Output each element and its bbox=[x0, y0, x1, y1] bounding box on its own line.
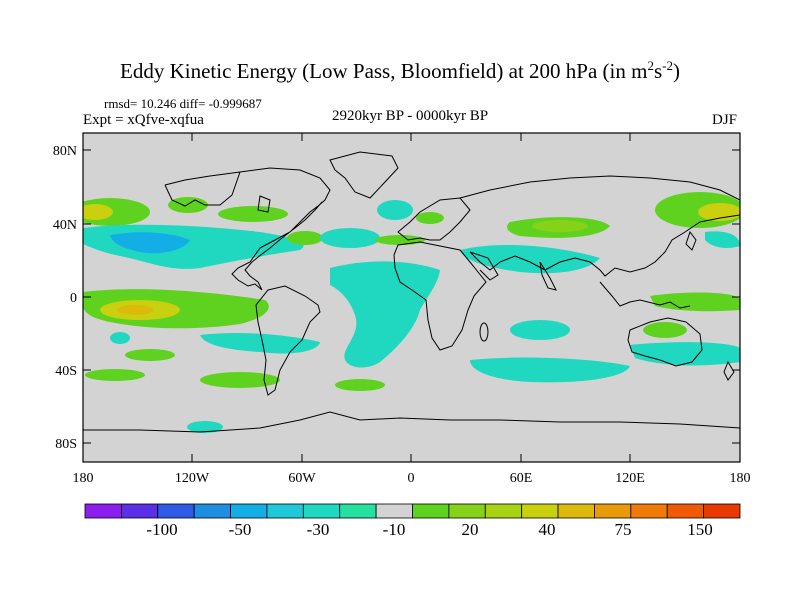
period-label: 2920kyr BP - 0000kyr BP bbox=[331, 108, 489, 124]
coast-se-asia bbox=[599, 281, 691, 309]
colorbar-label: -10 bbox=[383, 520, 406, 539]
lat-label: 40S bbox=[55, 364, 77, 379]
lat-label: 80S bbox=[55, 437, 77, 452]
coast-arabia bbox=[469, 251, 499, 281]
region-natl-north-negative bbox=[377, 200, 413, 220]
region-alaska-positive bbox=[168, 197, 208, 213]
region-antarctic-negative bbox=[187, 421, 223, 433]
coast-north-america bbox=[164, 167, 331, 291]
season-label: DJF bbox=[712, 112, 738, 128]
lon-label: 180 bbox=[730, 471, 751, 486]
coast-south-america bbox=[255, 285, 321, 396]
region-small-negative bbox=[110, 332, 130, 344]
colorbar-swatch bbox=[557, 503, 595, 519]
colorbar-swatch bbox=[84, 503, 122, 519]
coast-japan bbox=[685, 230, 697, 251]
experiment-label: Expt = xQfve-xqfua bbox=[83, 112, 204, 128]
region-indian-negative bbox=[510, 320, 570, 340]
region-so-atl-positive bbox=[335, 379, 385, 391]
colorbar-swatch bbox=[120, 503, 159, 519]
region-atlantic-negative bbox=[330, 261, 440, 368]
lon-label: 60W bbox=[288, 471, 316, 486]
region-spac-positive bbox=[125, 349, 175, 361]
region-dateline-negative bbox=[705, 231, 740, 248]
coastlines bbox=[83, 151, 740, 433]
colorbar bbox=[84, 503, 741, 519]
lon-label: 180 bbox=[73, 471, 94, 486]
colorbar-swatch bbox=[448, 503, 486, 519]
colorbar-swatch bbox=[412, 503, 450, 519]
colorbar-swatch bbox=[375, 503, 413, 519]
chart-title: Eddy Kinetic Energy (Low Pass, Bloomfiel… bbox=[120, 58, 680, 83]
colorbar-swatch bbox=[339, 503, 377, 519]
region-so-pac-positive bbox=[200, 372, 280, 388]
region-us-positive bbox=[287, 231, 323, 245]
region-spac-negative bbox=[200, 332, 320, 354]
colorbar-swatch bbox=[266, 503, 304, 519]
region-europe-positive bbox=[416, 212, 444, 224]
colorbar-label: 150 bbox=[687, 520, 713, 539]
stats-text: rmsd= 10.246 diff= -0.999687 bbox=[104, 96, 262, 111]
colorbar-swatch bbox=[703, 503, 741, 519]
coast-hudson bbox=[257, 195, 271, 213]
colorbar-swatch bbox=[157, 503, 195, 519]
colorbar-swatch bbox=[484, 503, 523, 519]
colorbar-swatch bbox=[193, 503, 231, 519]
coast-africa bbox=[393, 241, 487, 351]
colorbar-label: 20 bbox=[462, 520, 479, 539]
coast-madagascar bbox=[479, 322, 489, 342]
coast-new-zealand bbox=[723, 360, 735, 381]
coast-australia bbox=[627, 317, 703, 367]
coast-asia bbox=[459, 175, 740, 277]
lon-label: 60E bbox=[510, 471, 533, 486]
lat-label: 0 bbox=[70, 291, 77, 306]
anomaly-shading bbox=[83, 192, 740, 433]
region-aus-positive bbox=[643, 322, 687, 338]
colorbar-label: -100 bbox=[146, 520, 177, 539]
colorbar-swatch bbox=[302, 503, 341, 519]
region-npac-negative-core bbox=[110, 232, 190, 254]
lat-label: 40N bbox=[53, 218, 77, 233]
lon-label: 120W bbox=[175, 471, 210, 486]
region-npac-core bbox=[83, 204, 113, 220]
colorbar-label: -30 bbox=[307, 520, 330, 539]
region-southern-ocean-negative bbox=[470, 357, 630, 383]
region-wpac-positive bbox=[650, 292, 740, 312]
colorbar-label: 75 bbox=[615, 520, 632, 539]
coast-antarctica bbox=[83, 411, 740, 433]
region-eq-pac-peak bbox=[117, 305, 153, 315]
region-so-west-positive bbox=[85, 369, 145, 381]
colorbar-swatch bbox=[594, 503, 632, 519]
lon-ticks bbox=[191, 133, 631, 462]
lat-ticks bbox=[83, 149, 740, 444]
lat-label: 80N bbox=[53, 144, 77, 159]
colorbar-swatch bbox=[630, 503, 668, 519]
coast-india bbox=[539, 261, 557, 291]
region-eurasia-core bbox=[532, 220, 588, 232]
lon-label: 0 bbox=[408, 471, 415, 486]
colorbar-label: 40 bbox=[539, 520, 556, 539]
coast-europe bbox=[397, 197, 471, 241]
region-na-positive bbox=[218, 206, 288, 222]
coast-greenland bbox=[329, 151, 399, 199]
colorbar-swatch bbox=[230, 503, 268, 519]
region-natl-negative bbox=[320, 228, 380, 248]
colorbar-swatch bbox=[521, 503, 559, 519]
region-med-positive bbox=[375, 235, 425, 245]
colorbar-swatch bbox=[666, 503, 705, 519]
lon-label: 120E bbox=[615, 471, 645, 486]
colorbar-label: -50 bbox=[229, 520, 252, 539]
